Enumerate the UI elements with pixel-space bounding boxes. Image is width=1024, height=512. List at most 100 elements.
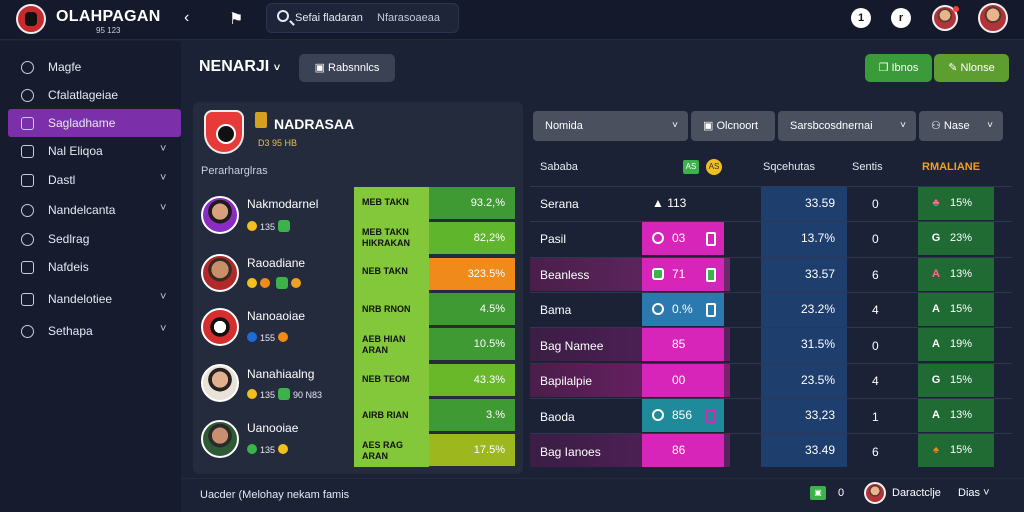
a-icon: A [932,338,940,350]
chart-icon [21,233,34,246]
chevron-down-icon: ˅ [273,62,281,74]
logo-icon[interactable] [16,4,46,34]
player-name[interactable]: Nanahiaalng [247,367,315,381]
filter-icon: ▣ [314,62,329,74]
player-avatar[interactable] [201,196,239,234]
player-list-header: Perarharglras [201,165,268,177]
footer-user[interactable]: Daractclje [892,487,941,499]
row-name[interactable]: Bag Namee [540,339,604,353]
player-avatar[interactable] [201,420,239,458]
g-icon: G [931,232,941,244]
sidebar-item-nandelcanta[interactable]: Nandelcanta ˅ [8,196,181,224]
row-divider [530,433,1012,434]
player-name[interactable]: Nakmodarnel [247,197,319,211]
list-icon [21,293,34,306]
sidebar-item-label: Nandelotiee [48,292,113,306]
footer-tag-icon[interactable]: ▣ [810,486,826,500]
row-name[interactable]: Bag Ianoes [540,445,601,459]
column-header-num[interactable]: Sentis [852,161,883,173]
sidebar-item-magfe[interactable]: Magfe [8,53,181,81]
player-avatar[interactable] [201,254,239,292]
row-icon [652,268,664,280]
row-pct-cell: A 13% [918,399,994,432]
row-icon [652,232,664,244]
player-meta: 155 [247,332,291,343]
dropdown-label: Nomida [545,120,583,132]
sidebar-item-nal-eliqoa[interactable]: Nal Eliqoa ˅ [8,137,181,165]
stat-value: 10.5% [429,328,515,360]
player-name[interactable]: Raoadiane [247,256,306,270]
player-meta: 135 [247,444,291,455]
row-value: 33.57 [804,267,835,281]
row-divider [530,327,1012,328]
row-divider [530,221,1012,222]
player-meta: 135 90 N83 [247,388,322,400]
spade-icon: ♠ [933,444,939,456]
sidebar-item-sethapa[interactable]: Sethapa ˅ [8,317,181,345]
row-divider [530,257,1012,258]
player-name[interactable]: Nanoaoiae [247,309,306,323]
dropdown-nomida[interactable]: Nomida ˅ [533,111,688,141]
stat-value: 323.5% [429,258,515,290]
row-count: 6 [872,445,879,459]
green-action-button[interactable]: ❐ Ibnos [865,54,932,82]
footer-avatar[interactable] [864,482,886,504]
chevron-down-icon: ˅ [900,120,906,131]
page-title-text: NENARJI [199,58,270,75]
stat-label: MEB TAKN HIKRAKAN [362,227,410,248]
footer-text: Uacder (Melohay nekam famis [200,489,350,501]
club-icon: ♣ [932,197,940,209]
row-mid-cell: 03 [642,222,724,255]
player-meta [247,277,304,289]
filter-button-label: Rabsnnlcs [328,62,380,74]
sidebar-item-dastl[interactable]: Dastl ˅ [8,166,181,194]
stat-label: NEB TEOM [362,374,410,384]
row-name[interactable]: Serana [540,197,579,211]
row-name[interactable]: Pasil [540,232,567,246]
chevron-left-icon[interactable]: ‹ [184,9,190,26]
flag-icon[interactable]: ⚑ [229,11,244,28]
column-tag-green: AS [683,160,699,174]
row-name[interactable]: Beanless [540,268,590,282]
stat-value: 43.3% [429,364,515,396]
page-title[interactable]: NENARJI ˅ [199,58,280,76]
player-name[interactable]: Uanooiae [247,421,299,435]
sidebar-item-nafdeis[interactable]: Nafdeis [8,253,181,281]
file-icon [706,232,716,246]
sidebar-item-cfalatlageiae[interactable]: Cfalatlageiae [8,81,181,109]
chevron-down-icon: ˅ [983,487,990,499]
sidebar-item-sedlrag[interactable]: Sedlrag [8,225,181,253]
row-value: 23.2% [800,302,835,316]
sidebar-item-sagladhame[interactable]: Sagladhame [8,109,181,137]
row-name[interactable]: Bapilalpie [540,374,593,388]
green-secondary-button[interactable]: ✎ Nlonse [934,54,1009,82]
column-header-sort[interactable]: Sqcehutas [763,161,815,173]
row-divider [530,292,1012,293]
search-bar[interactable]: Sefai fladaran Nfarasoaeaa [266,3,459,33]
row-name[interactable]: Baoda [540,410,575,424]
sidebar-item-nandelotiee[interactable]: Nandelotiee ˅ [8,285,181,313]
column-header-name[interactable]: Sababa [540,161,578,173]
row-value: 31.5% [800,337,835,351]
notification-button[interactable]: 1 [851,8,871,28]
player-avatar[interactable] [201,308,239,346]
dropdown-user[interactable]: ⚇ Nase ˅ [919,111,1003,141]
filter-button[interactable]: ▣ Rabsnnlcs [299,54,395,82]
footer-language[interactable]: Dias ˅ [958,487,990,499]
column-header-pct[interactable]: RMALIANE [922,161,981,173]
dropdown-label: Nase [943,120,970,132]
file-icon [706,409,716,423]
stat-column [354,187,429,467]
dropdown-sort[interactable]: Sarsbcosdnernai ˅ [778,111,916,141]
refresh-button[interactable]: r [891,8,911,28]
profile-avatar[interactable] [978,3,1008,33]
row-mid-cell: 85 [642,328,724,361]
dropdown-olcnoort[interactable]: ▣ Olcnoort [691,111,775,141]
player-avatar[interactable] [201,364,239,402]
table-icon [21,145,34,158]
gear-icon [21,325,34,338]
top-bar: OLAHPAGAN 95 123 ‹ ⚑ Sefai fladaran Nfar… [0,0,1024,40]
row-name[interactable]: Bama [540,303,572,317]
row-count: 0 [872,232,879,246]
row-count: 6 [872,268,879,282]
